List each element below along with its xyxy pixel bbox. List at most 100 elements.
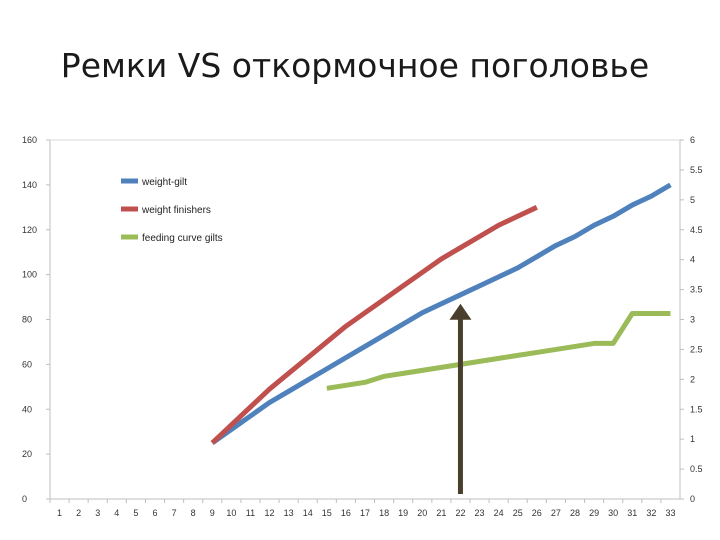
- data-point: [363, 344, 368, 349]
- data-point: [439, 365, 444, 370]
- right-tick-label: 4.5: [690, 225, 703, 235]
- data-point: [420, 310, 425, 315]
- left-tick-label: 100: [22, 270, 37, 280]
- x-tick-label: 30: [608, 508, 618, 518]
- x-tick-label: 3: [95, 508, 100, 518]
- left-tick-label: 80: [22, 315, 32, 325]
- data-point: [420, 270, 425, 275]
- annotation-arrow-head: [449, 303, 472, 320]
- data-point: [573, 234, 578, 239]
- x-tick-label: 8: [191, 508, 196, 518]
- x-tick-label: 21: [436, 508, 446, 518]
- right-tick-label: 1: [690, 434, 695, 444]
- legend-label: feeding curve gilts: [142, 233, 223, 244]
- left-tick-label: 40: [22, 404, 32, 414]
- x-tick-label: 17: [360, 508, 370, 518]
- data-point: [210, 440, 215, 445]
- x-tick-label: 23: [475, 508, 485, 518]
- left-tick-label: 140: [22, 180, 37, 190]
- left-tick-label: 120: [22, 225, 37, 235]
- x-tick-label: 12: [265, 508, 275, 518]
- left-tick-label: 160: [22, 135, 37, 145]
- data-point: [534, 205, 539, 210]
- data-point: [515, 265, 520, 270]
- data-point: [439, 301, 444, 306]
- data-point: [668, 182, 673, 187]
- data-point: [458, 245, 463, 250]
- right-tick-label: 0.5: [690, 464, 703, 474]
- x-tick-label: 19: [398, 508, 408, 518]
- data-point: [229, 422, 234, 427]
- legend-label: weight-gilt: [141, 177, 187, 188]
- x-tick-label: 33: [665, 508, 675, 518]
- data-point: [592, 341, 597, 346]
- data-point: [324, 366, 329, 371]
- x-tick-label: 18: [379, 508, 389, 518]
- data-point: [267, 400, 272, 405]
- data-point: [496, 274, 501, 279]
- data-point: [286, 371, 291, 376]
- data-point: [401, 371, 406, 376]
- x-tick-label: 10: [226, 508, 236, 518]
- data-point: [401, 283, 406, 288]
- x-tick-label: 16: [341, 508, 351, 518]
- data-point: [649, 311, 654, 316]
- data-point: [477, 234, 482, 239]
- x-tick-label: 1: [57, 508, 62, 518]
- data-point: [401, 321, 406, 326]
- data-point: [286, 389, 291, 394]
- left-tick-label: 0: [22, 494, 27, 504]
- data-point: [611, 214, 616, 219]
- data-point: [343, 355, 348, 360]
- x-tick-label: 9: [210, 508, 215, 518]
- data-point: [248, 413, 253, 418]
- data-point: [382, 297, 387, 302]
- data-point: [668, 311, 673, 316]
- data-point: [382, 374, 387, 379]
- right-tick-label: 1.5: [690, 404, 703, 414]
- x-tick-label: 11: [246, 508, 255, 518]
- chart-title: Ремки VS откормочное поголовье: [60, 46, 650, 85]
- data-point: [458, 292, 463, 297]
- data-point: [477, 283, 482, 288]
- legend-label: weight finishers: [141, 205, 211, 216]
- x-tick-label: 29: [589, 508, 599, 518]
- data-point: [515, 214, 520, 219]
- data-point: [534, 254, 539, 259]
- x-tick-label: 14: [303, 508, 313, 518]
- data-point: [324, 339, 329, 344]
- x-tick-label: 32: [646, 508, 656, 518]
- data-point: [324, 386, 329, 391]
- series-line-weight-gilt: [210, 182, 672, 445]
- x-tick-label: 26: [532, 508, 542, 518]
- right-tick-label: 2: [690, 374, 695, 384]
- data-point: [630, 311, 635, 316]
- x-tick-label: 31: [627, 508, 637, 518]
- data-point: [382, 333, 387, 338]
- x-tick-label: 5: [133, 508, 138, 518]
- right-tick-label: 3: [690, 315, 695, 325]
- data-point: [515, 353, 520, 358]
- series-line-feeding-curve-gilts: [326, 311, 671, 391]
- x-tick-label: 13: [284, 508, 294, 518]
- x-tick-label: 15: [322, 508, 332, 518]
- x-tick-label: 6: [152, 508, 157, 518]
- right-tick-label: 0: [690, 494, 695, 504]
- data-point: [553, 243, 558, 248]
- data-point: [592, 223, 597, 228]
- series-line-weight-finishers: [210, 205, 538, 445]
- data-point: [573, 344, 578, 349]
- right-tick-label: 2.5: [690, 344, 703, 354]
- x-tick-label: 28: [570, 508, 580, 518]
- data-point: [439, 256, 444, 261]
- right-tick-label: 4: [690, 255, 695, 265]
- x-tick-label: 24: [494, 508, 504, 518]
- data-point: [363, 310, 368, 315]
- data-point: [553, 347, 558, 352]
- data-point: [630, 203, 635, 208]
- right-tick-label: 3.5: [690, 285, 703, 295]
- data-point: [496, 356, 501, 361]
- data-point: [248, 405, 253, 410]
- left-tick-label: 20: [22, 449, 32, 459]
